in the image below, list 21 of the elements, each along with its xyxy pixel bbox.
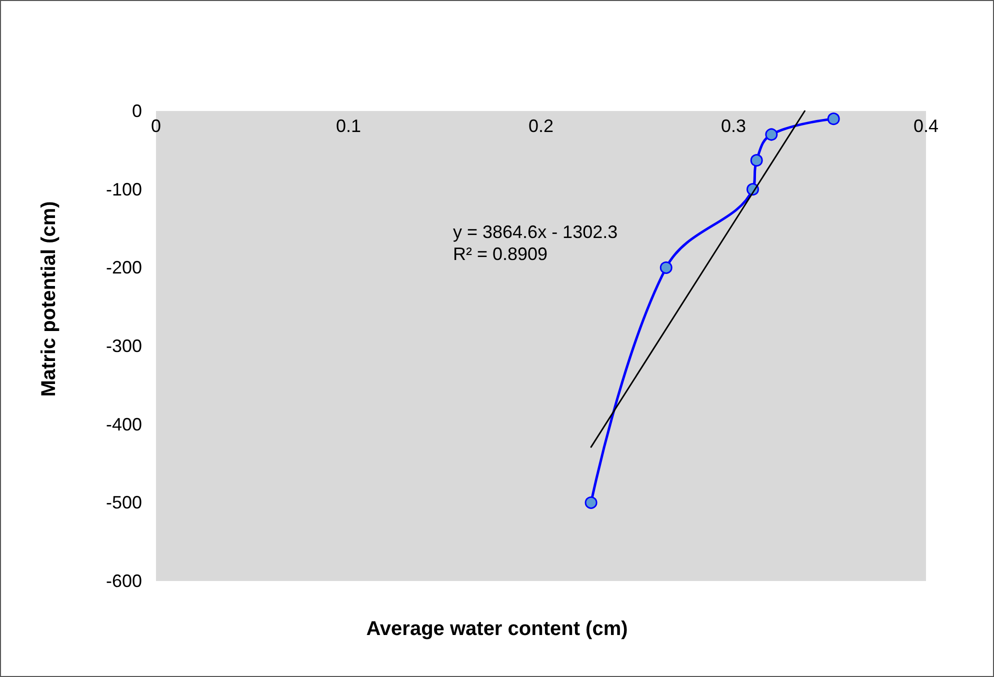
annotation: R² = 0.8909	[453, 244, 548, 264]
y-tick-label: -600	[106, 571, 142, 591]
y-tick-label: -300	[106, 336, 142, 356]
y-tick-label: 0	[132, 101, 142, 121]
x-axis-title: Average water content (cm)	[366, 618, 628, 640]
y-tick-label: -100	[106, 179, 142, 200]
x-tick-label: 0	[150, 116, 162, 136]
x-tick-label: 0.1	[336, 116, 362, 136]
y-axis-title: Matric potential (cm)	[38, 201, 60, 397]
x-tick-label: 0.2	[528, 116, 554, 136]
point	[660, 261, 672, 274]
point	[584, 496, 598, 509]
y-tick-label: -400	[106, 414, 142, 434]
x-tick-label: 0.4	[913, 116, 939, 136]
annotation: y = 3864.6x - 1302.3	[452, 222, 618, 242]
point	[765, 128, 778, 141]
y-tick-label: -200	[106, 258, 142, 278]
point	[750, 154, 763, 167]
y-tick-label: -500	[106, 492, 142, 513]
point	[827, 112, 840, 126]
x-tick-label: 0.3	[720, 116, 746, 136]
